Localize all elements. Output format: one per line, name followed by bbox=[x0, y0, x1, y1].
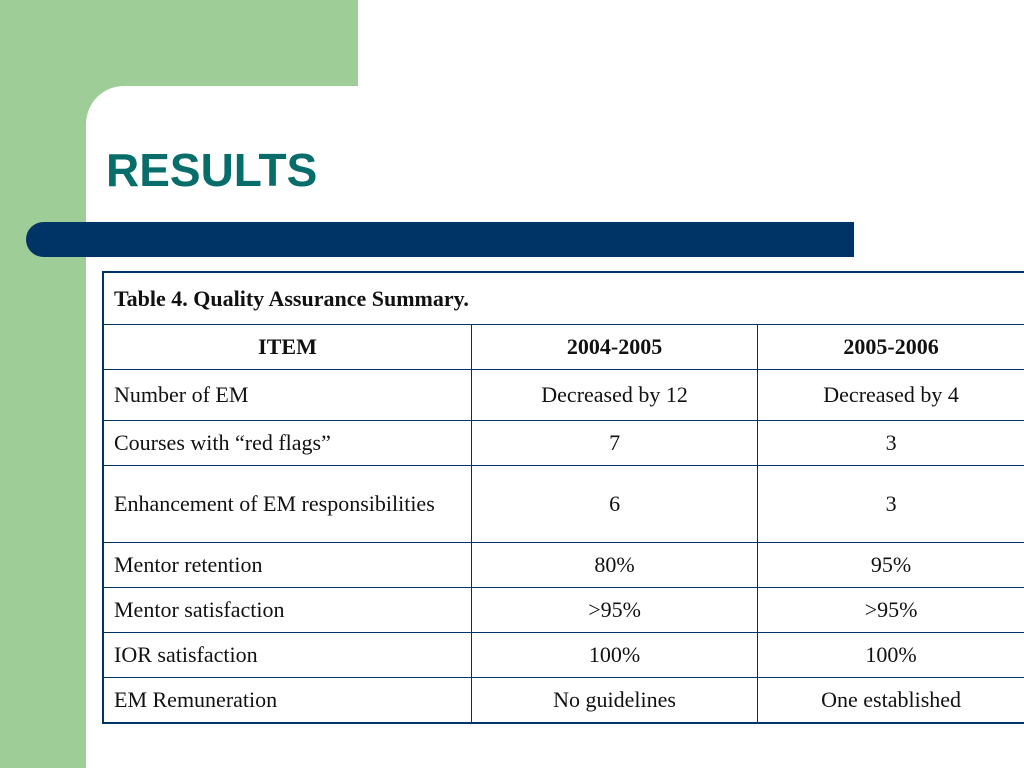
row-value-2004-2005: No guidelines bbox=[470, 677, 759, 724]
row-item-label: IOR satisfaction bbox=[102, 632, 472, 678]
table-row: Number of EM Decreased by 12 Decreased b… bbox=[102, 369, 1024, 421]
row-value-2005-2006: One established bbox=[757, 677, 1024, 724]
column-header-2004-2005: 2004-2005 bbox=[470, 324, 759, 370]
quality-assurance-table: Table 4. Quality Assurance Summary. ITEM… bbox=[102, 271, 1024, 724]
row-value-2005-2006: Decreased by 4 bbox=[757, 369, 1024, 421]
row-value-2005-2006: >95% bbox=[757, 587, 1024, 633]
row-value-2004-2005: 80% bbox=[470, 542, 759, 588]
table-row: Courses with “red flags” 7 3 bbox=[102, 420, 1024, 466]
row-item-label: EM Remuneration bbox=[102, 677, 472, 724]
row-value-2005-2006: 3 bbox=[757, 420, 1024, 466]
row-value-2005-2006: 100% bbox=[757, 632, 1024, 678]
table-row: Enhancement of EM responsibilities 6 3 bbox=[102, 465, 1024, 543]
title-divider-bar bbox=[26, 222, 854, 257]
table-row: IOR satisfaction 100% 100% bbox=[102, 632, 1024, 678]
row-item-label: Number of EM bbox=[102, 369, 472, 421]
table-caption: Table 4. Quality Assurance Summary. bbox=[102, 271, 1024, 325]
row-value-2004-2005: 6 bbox=[470, 465, 759, 543]
row-value-2004-2005: 7 bbox=[470, 420, 759, 466]
row-value-2005-2006: 95% bbox=[757, 542, 1024, 588]
row-item-label: Mentor retention bbox=[102, 542, 472, 588]
table-row: Mentor retention 80% 95% bbox=[102, 542, 1024, 588]
table-header-row: ITEM 2004-2005 2005-2006 bbox=[102, 324, 1024, 370]
row-value-2004-2005: Decreased by 12 bbox=[470, 369, 759, 421]
row-item-label: Mentor satisfaction bbox=[102, 587, 472, 633]
table-row: EM Remuneration No guidelines One establ… bbox=[102, 677, 1024, 724]
row-item-label: Courses with “red flags” bbox=[102, 420, 472, 466]
row-value-2004-2005: >95% bbox=[470, 587, 759, 633]
row-value-2005-2006: 3 bbox=[757, 465, 1024, 543]
table-row: Mentor satisfaction >95% >95% bbox=[102, 587, 1024, 633]
row-item-label: Enhancement of EM responsibilities bbox=[102, 465, 472, 543]
table-caption-row: Table 4. Quality Assurance Summary. bbox=[102, 271, 1024, 325]
row-value-2004-2005: 100% bbox=[470, 632, 759, 678]
column-header-item: ITEM bbox=[102, 324, 472, 370]
slide-title: RESULTS bbox=[106, 144, 318, 196]
column-header-2005-2006: 2005-2006 bbox=[757, 324, 1024, 370]
